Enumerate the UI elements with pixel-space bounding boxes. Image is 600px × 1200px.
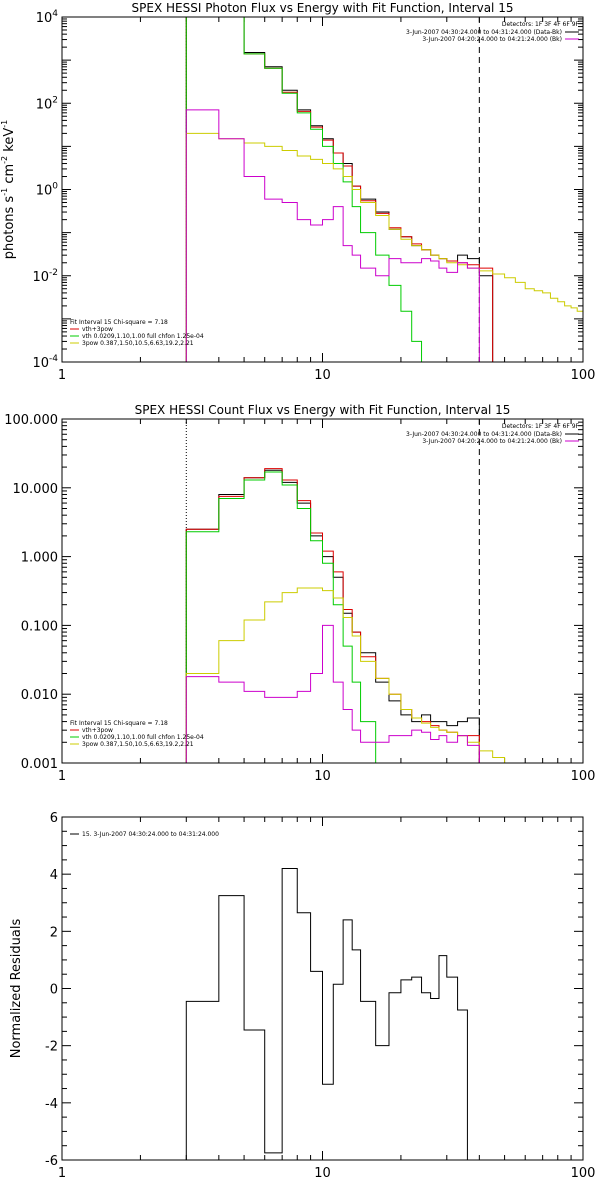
y-tick-label: 100 [36,182,59,199]
y-tick-label: -2 [45,1040,58,1055]
y-axis: 6 4 2 0 -2 -4 -6 [45,811,583,1169]
y-tick-label: 100.000 [4,413,58,428]
x-tick-label: 1 [58,368,66,383]
x-tick-label: 10 [314,769,331,784]
y-tick-label: 10-2 [32,268,58,285]
residuals-panel: Normalized Residuals 1 10 100 6 4 2 0 -2 -4 -6 15. … [9,811,595,1181]
series-vth [185,471,401,763]
y-axis: 104 102 100 10-2 10-4 [32,9,583,371]
legend-entry: 3-Jun-2007 04:30:24.000 to 04:31:24.000 … [406,29,562,36]
series-data [185,17,494,362]
series-bk [185,624,480,763]
fit-legend-entry: vth+3pow [82,727,113,734]
y-tick-label: 4 [50,868,58,883]
series-bk [185,109,493,362]
fit-legend-entry: vth 0.0209,1.10,1.00 full chfon 1.25e-04 [82,333,204,340]
legend-entry: 15. 3-Jun-2007 04:30:24.000 to 04:31:24.… [82,831,219,838]
y-tick-label: 1.000 [21,551,58,566]
series-vth [185,17,439,362]
plot-frame [61,816,584,1161]
count-flux-panel: SPEX HESSI Count Flux vs Energy with Fit… [4,403,595,784]
x-tick-label: 100 [571,368,596,383]
series-3pow [185,132,583,362]
series-total [185,17,494,362]
x-tick-label: 100 [571,769,596,784]
legend-entry: 3-Jun-2007 04:20:24.000 to 04:21:24.000 … [422,36,562,43]
detectors-label: Detectors: 1F 3F 4F 6F 9F [502,423,580,430]
y-tick-label: 2 [50,925,58,940]
plot-frame [61,418,584,764]
series-data [185,469,480,763]
x-tick-label: 10 [314,1166,331,1181]
panel-title: SPEX HESSI Photon Flux vs Energy with Fi… [132,1,514,15]
x-tick-label: 100 [571,1166,596,1181]
y-tick-label: 10-4 [32,354,58,371]
series-3pow [185,587,526,763]
y-tick-label: -4 [45,1097,58,1112]
x-tick-label: 1 [58,769,66,784]
y-tick-label: 0 [50,983,58,998]
detectors-label: Detectors: 1F 3F 4F 6F 9F [502,21,580,28]
y-axis-label: photons s-1 cm-2 keV-1 [0,120,17,259]
y-axis: 100.000 10.000 1.000 0.100 0.010 0.001 [4,413,583,772]
series-total [185,468,480,763]
fit-legend-entry: 3pow 0.387,1.50,10.5,6.63,19.2,2.21 [82,340,194,347]
x-axis: 1 10 100 [58,419,596,784]
legend-entry: 3-Jun-2007 04:30:24.000 to 04:31:24.000 … [406,431,562,438]
y-axis-label: Normalized Residuals [9,919,24,1059]
x-tick-label: 10 [314,368,331,383]
y-tick-label: 0.010 [21,688,58,703]
y-tick-label: -6 [45,1154,58,1169]
y-tick-label: 6 [50,811,58,826]
legend-entry: 3-Jun-2007 04:20:24.000 to 04:21:24.000 … [422,438,562,445]
fit-legend-entry: vth 0.0209,1.10,1.00 full chfon 1.25e-04 [82,734,204,741]
fit-title: Fit Interval 15 Chi-square = 7.18 [70,319,168,326]
x-axis: 1 10 100 [58,17,596,383]
fit-title: Fit Interval 15 Chi-square = 7.18 [70,720,168,727]
fit-legend-entry: vth+3pow [82,326,113,333]
y-tick-label: 0.100 [21,619,58,634]
x-tick-label: 1 [58,1166,66,1181]
x-axis: 1 10 100 [58,817,596,1181]
y-tick-label: 102 [36,95,58,112]
series-residuals [185,867,468,1160]
fit-legend-entry: 3pow 0.387,1.50,10.5,6.63,19.2,2.21 [82,741,194,748]
y-tick-label: 104 [36,9,59,26]
plot-frame [61,16,584,363]
panel-title: SPEX HESSI Count Flux vs Energy with Fit… [135,403,511,417]
y-tick-label: 10.000 [13,482,59,497]
y-tick-label: 0.001 [21,757,58,772]
photon-flux-panel: SPEX HESSI Photon Flux vs Energy with Fi… [0,1,595,383]
